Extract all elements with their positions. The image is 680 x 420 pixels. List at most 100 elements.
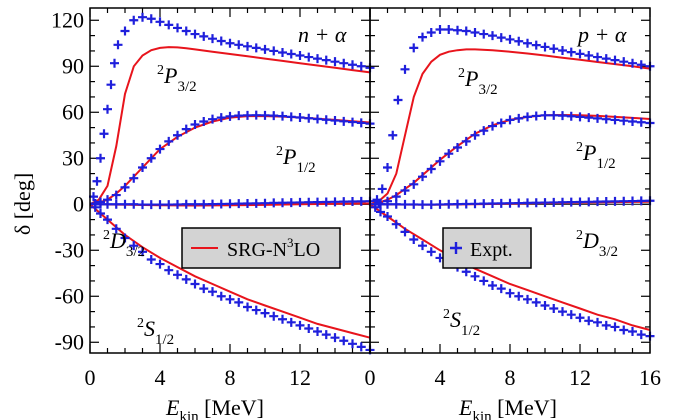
expt-point-2P3/2 <box>393 95 403 105</box>
channel-label-p12: 2P1/2 <box>576 140 616 172</box>
expt-point-2S1/2 <box>103 215 112 225</box>
expt-point-2S1/2 <box>286 317 296 327</box>
expt-point-2S1/2 <box>505 288 515 298</box>
expt-point-2P3/2 <box>628 58 637 68</box>
expt-point-2S1/2 <box>575 313 585 323</box>
expt-point-2P3/2 <box>619 57 629 67</box>
expt-point-2P3/2 <box>251 43 261 53</box>
expt-point-2P3/2 <box>260 44 270 54</box>
expt-point-2P3/2 <box>435 24 445 34</box>
x-tick-label: 4 <box>155 365 166 390</box>
experimental-points <box>370 24 655 341</box>
expt-point-2P1/2 <box>531 111 541 121</box>
y-tick-label: -60 <box>55 283 84 308</box>
expt-point-2P3/2 <box>470 28 480 38</box>
expt-point-2P3/2 <box>388 130 398 140</box>
expt-point-2D3/2 <box>628 196 637 206</box>
expt-point-2S1/2 <box>540 300 550 310</box>
channel-label-p32: 2P3/2 <box>157 63 197 95</box>
expt-point-2P1/2 <box>619 116 629 126</box>
expt-point-2D3/2 <box>391 199 401 209</box>
expt-point-2P3/2 <box>146 14 156 24</box>
expt-point-2D3/2 <box>339 197 349 207</box>
expt-point-2S1/2 <box>636 330 646 340</box>
expt-point-2P3/2 <box>243 41 252 51</box>
expt-point-2P3/2 <box>409 43 419 53</box>
expt-point-2S1/2 <box>619 325 629 335</box>
expt-point-2P1/2 <box>339 116 349 126</box>
expt-point-2D3/2 <box>181 199 191 209</box>
expt-point-2S1/2 <box>164 265 174 275</box>
expt-point-2D3/2 <box>146 200 156 210</box>
expt-point-2P3/2 <box>531 40 541 50</box>
expt-point-2P3/2 <box>461 26 471 36</box>
expt-point-2P3/2 <box>164 20 174 30</box>
expt-point-2S1/2 <box>426 247 436 257</box>
expt-point-2S1/2 <box>400 227 410 237</box>
experimental-points <box>89 12 375 355</box>
expt-point-2P1/2 <box>558 111 567 121</box>
expt-point-2P1/2 <box>575 112 585 122</box>
expt-point-2P3/2 <box>339 58 349 68</box>
expt-point-2D3/2 <box>523 198 532 208</box>
theory-curve-2S1/2 <box>89 203 371 339</box>
expt-point-2S1/2 <box>531 297 541 307</box>
expt-point-2P1/2 <box>444 149 454 159</box>
expt-point-2P3/2 <box>181 26 191 36</box>
channel-label-p32: 2P3/2 <box>458 66 498 98</box>
expt-point-2D3/2 <box>584 197 594 207</box>
expt-point-2D3/2 <box>461 199 471 209</box>
expt-point-2S1/2 <box>96 208 105 218</box>
expt-point-2D3/2 <box>418 200 427 210</box>
expt-point-2P3/2 <box>190 29 200 39</box>
expt-point-2S1/2 <box>120 233 130 243</box>
expt-point-2D3/2 <box>601 197 611 207</box>
expt-point-2P3/2 <box>113 40 123 50</box>
expt-point-2S1/2 <box>488 281 497 291</box>
expt-point-2D3/2 <box>225 199 235 209</box>
expt-point-2P1/2 <box>208 114 217 124</box>
legend-label: Expt. <box>470 239 513 261</box>
expt-point-2S1/2 <box>304 323 314 333</box>
expt-point-2D3/2 <box>155 200 165 210</box>
y-tick-label: -90 <box>55 329 84 354</box>
expt-point-2D3/2 <box>514 198 524 208</box>
expt-point-2D3/2 <box>260 198 270 208</box>
expt-point-2P1/2 <box>461 136 471 146</box>
expt-point-2S1/2 <box>260 308 270 318</box>
expt-point-2P1/2 <box>470 130 480 140</box>
expt-point-2P1/2 <box>234 111 244 121</box>
expt-point-2S1/2 <box>523 294 532 304</box>
expt-point-2P3/2 <box>278 47 287 57</box>
expt-point-2D3/2 <box>286 198 296 208</box>
expt-point-2D3/2 <box>120 199 130 209</box>
channel-label-d32: 2D3/2 <box>576 228 618 260</box>
expt-point-2D3/2 <box>435 199 445 209</box>
expt-point-2S1/2 <box>111 224 121 234</box>
expt-point-2P1/2 <box>636 117 646 127</box>
expt-point-2P1/2 <box>225 111 235 121</box>
expt-point-2P3/2 <box>304 52 314 62</box>
expt-point-2P1/2 <box>313 114 322 124</box>
y-axis-label: δ [deg] <box>10 173 35 235</box>
expt-point-2P3/2 <box>540 42 550 52</box>
expt-point-2D3/2 <box>558 197 567 207</box>
expt-point-2S1/2 <box>243 302 252 312</box>
expt-point-2D3/2 <box>505 198 515 208</box>
expt-point-2P3/2 <box>636 60 646 70</box>
expt-point-2S1/2 <box>339 336 349 346</box>
panel-frame <box>369 7 651 354</box>
expt-point-2P3/2 <box>418 32 427 42</box>
expt-point-2P1/2 <box>155 144 165 154</box>
expt-point-2P3/2 <box>426 28 436 38</box>
expt-point-2S1/2 <box>330 333 340 343</box>
expt-point-2P3/2 <box>295 51 305 61</box>
expt-point-2P1/2 <box>610 115 620 125</box>
expt-point-2P3/2 <box>356 61 366 71</box>
expt-point-2D3/2 <box>531 198 541 208</box>
expt-point-2S1/2 <box>610 322 620 332</box>
expt-point-2P1/2 <box>348 117 357 127</box>
expt-point-2S1/2 <box>278 314 287 324</box>
theory-curve-2P3/2 <box>89 46 371 206</box>
